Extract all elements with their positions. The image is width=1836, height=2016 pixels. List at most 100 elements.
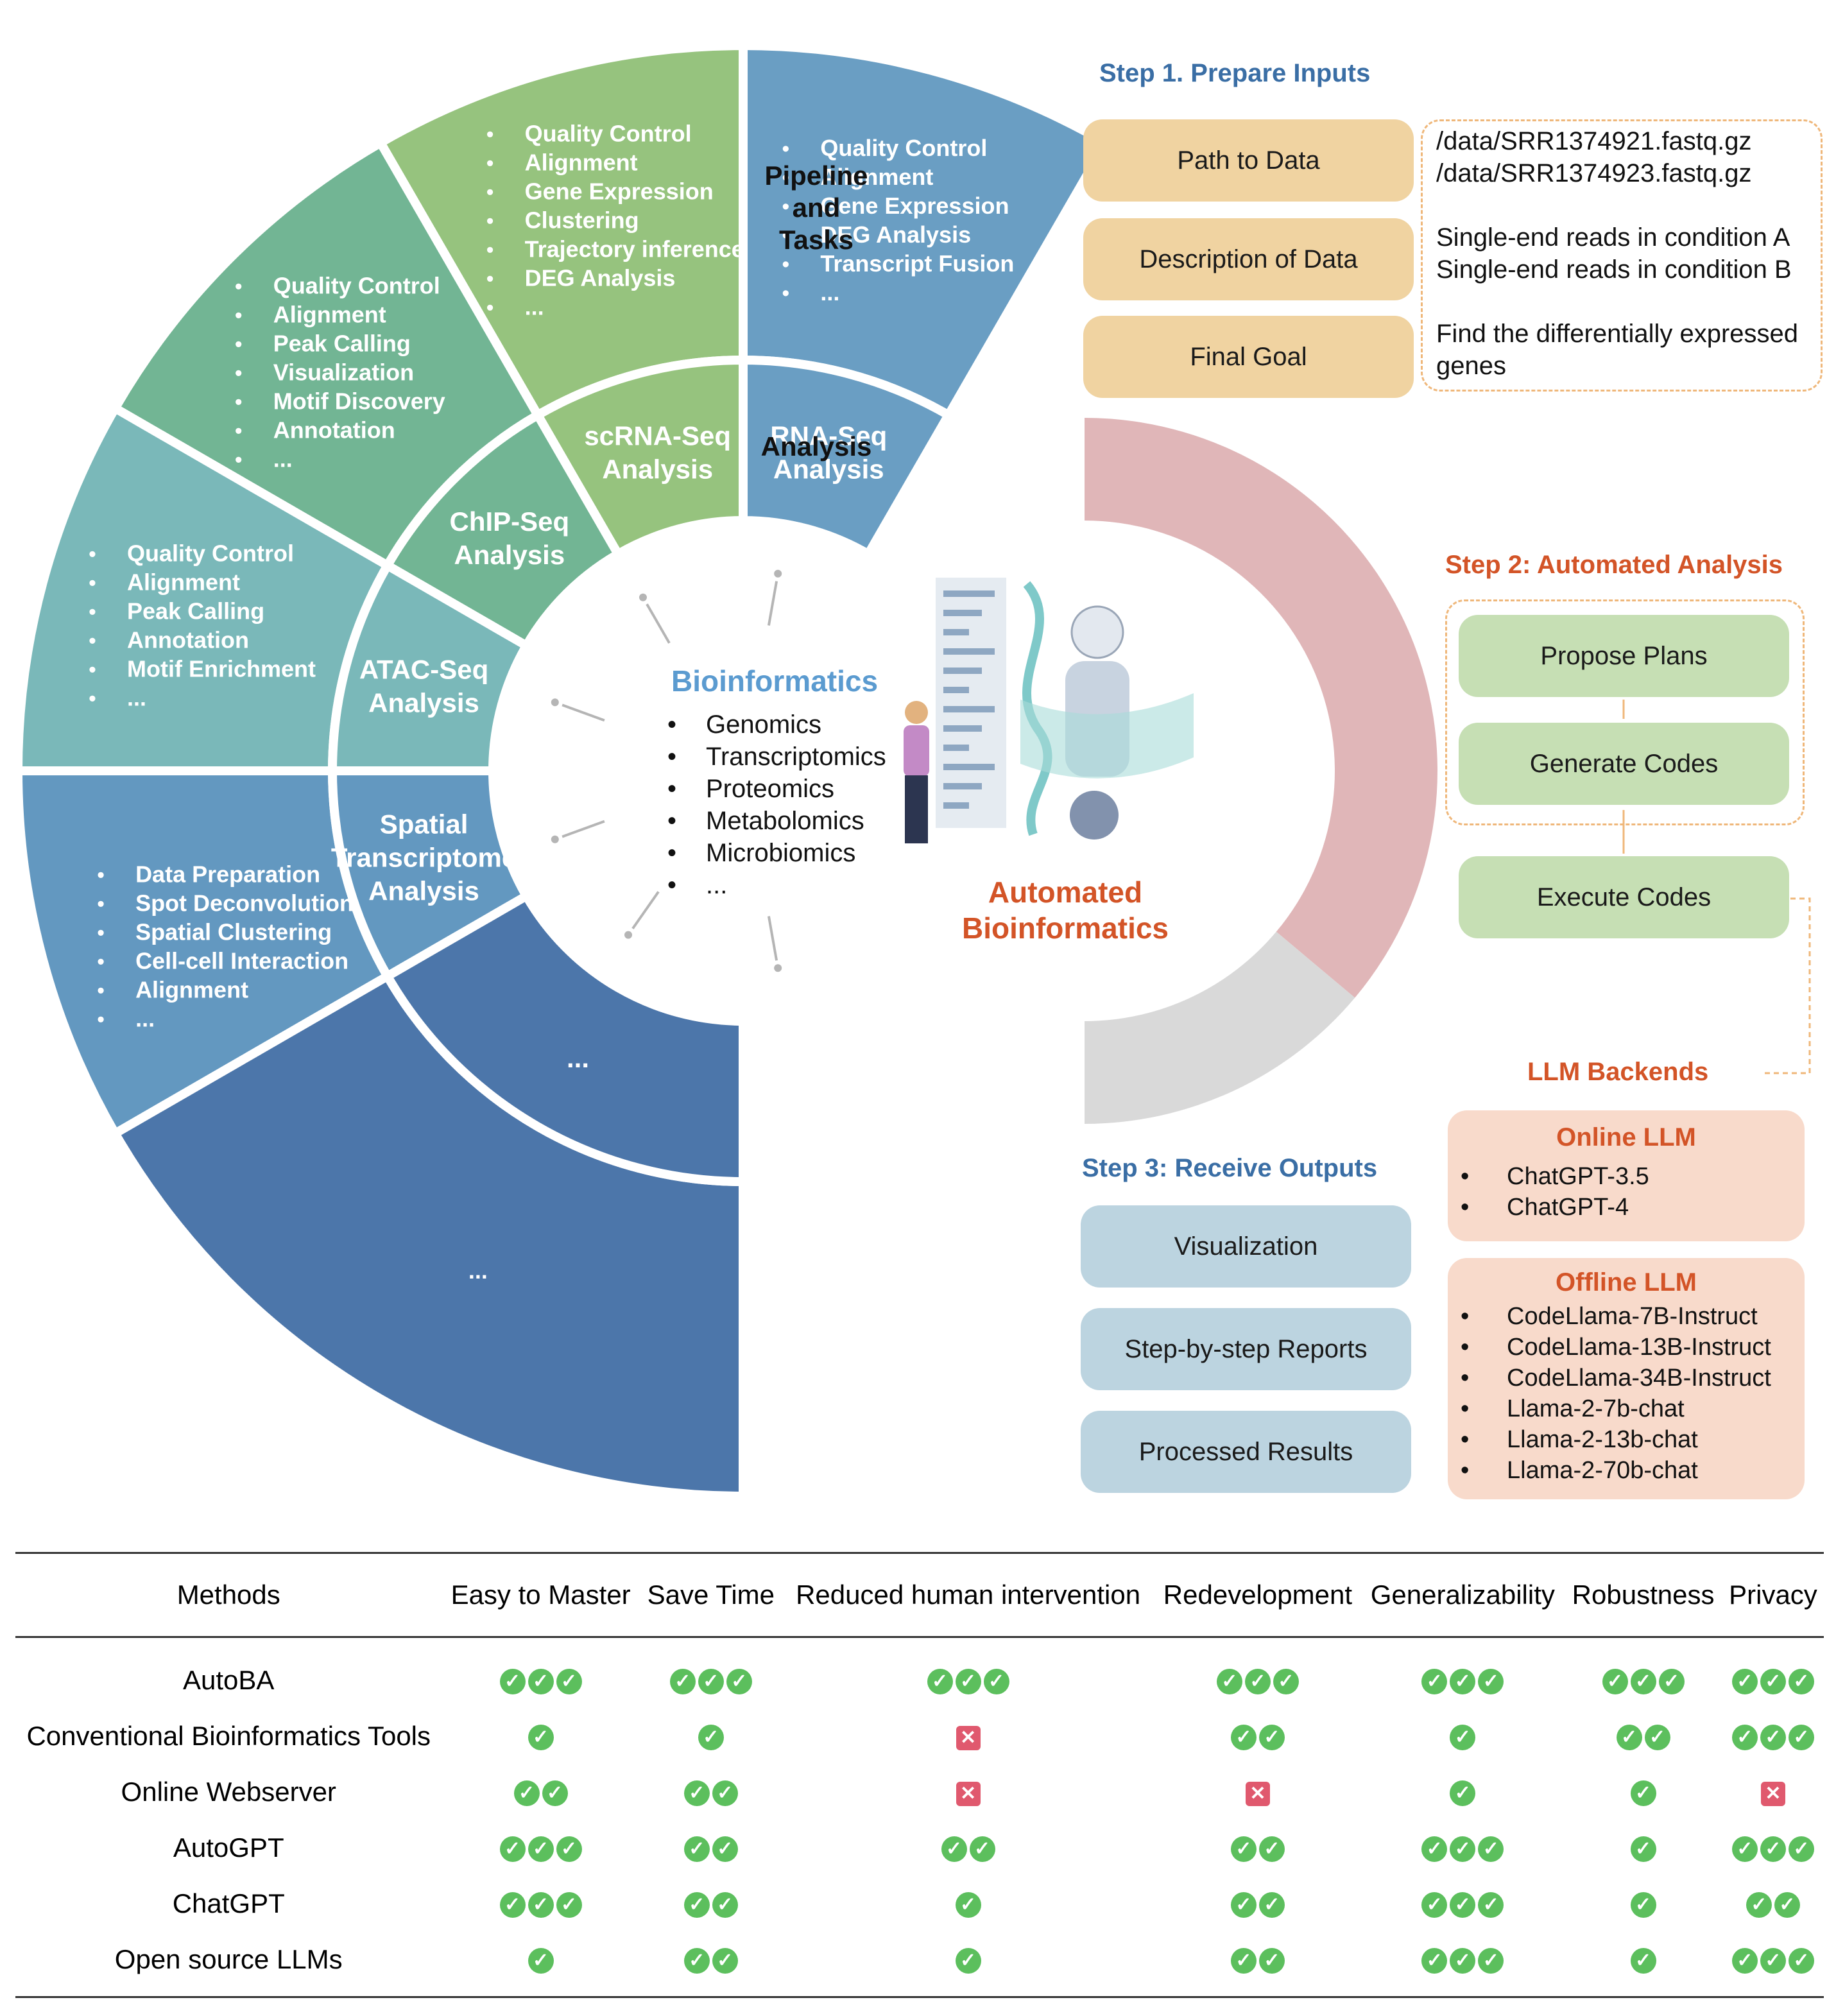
check-icon: ✓ [1788, 1948, 1814, 1974]
check-icon: ✓ [1450, 1892, 1476, 1918]
check-icon: ✓ [955, 1948, 981, 1974]
score-cell: ✓ ✓ ✓ [1722, 1931, 1824, 1998]
person-body-icon [904, 725, 929, 777]
task-label: Trajectory inference [525, 236, 744, 262]
analysis-label: Transcriptome [331, 842, 517, 872]
task-label: ... [468, 1257, 488, 1284]
score-cell: ✓ ✓ ✓ [1722, 1820, 1824, 1875]
analysis-label: Analysis [368, 875, 479, 906]
check-icon: ✓ [528, 1725, 554, 1750]
check-icon: ✓ [1216, 1669, 1242, 1694]
comparison-table: Methods Easy to Master Save Time Reduced hu… [15, 1552, 1824, 1998]
check-icon: ✓ [1788, 1725, 1814, 1750]
method-name: Conventional Bioinformatics Tools [26, 1720, 431, 1751]
step1-details-frame [1421, 119, 1823, 392]
data-bar-icon [943, 629, 969, 635]
score-cell: ✓ [1564, 1820, 1722, 1875]
table-header-cell: Robustness [1564, 1552, 1722, 1638]
task-label: Spot Deconvolution [135, 890, 354, 916]
task-bullet: • [97, 949, 105, 974]
data-bar-icon [943, 668, 982, 674]
score-cell: ✓ [442, 1931, 640, 1998]
task-label: Data Preparation [135, 861, 320, 887]
check-icon: ✓ [1788, 1836, 1814, 1862]
score-cell: ✓ ✓ [640, 1875, 782, 1931]
omics-arrow-head [624, 931, 633, 939]
method-name: ChatGPT [172, 1888, 285, 1918]
score-cell: ✓ [1361, 1708, 1564, 1764]
person-head-icon [905, 701, 928, 724]
task-label: Peak Calling [127, 598, 264, 625]
task-bullet: • [235, 332, 243, 357]
check-icon: ✓ [1630, 1836, 1656, 1862]
omics-arrow-head [774, 964, 782, 972]
task-label: ... [525, 293, 544, 320]
processed-results-box: Processed Results [1081, 1411, 1411, 1493]
check-icon: ✓ [955, 1892, 981, 1918]
robot-wheel-icon [1070, 791, 1119, 840]
pipeline-tasks-label: Pipeline [764, 160, 868, 191]
analysis-sector [327, 766, 533, 983]
score-cell: ✓ [1564, 1931, 1722, 1998]
execute-codes-box: Execute Codes [1459, 856, 1789, 938]
task-bullet: • [235, 275, 243, 299]
data-bar-icon [943, 706, 995, 712]
check-icon: ✓ [969, 1836, 995, 1862]
automated-title-line: Automated [988, 875, 1143, 909]
hologram-screen-icon [1020, 693, 1194, 779]
task-bullet: • [782, 281, 789, 306]
data-bar-icon [943, 802, 969, 809]
analysis-label: Analysis [602, 454, 713, 485]
data-bar-icon [943, 764, 995, 770]
visualization-box: Visualization [1081, 1205, 1411, 1288]
data-bar-icon [943, 725, 982, 732]
input-path-to-data: Path to Data [1083, 119, 1414, 202]
table-header-cell: Methods [15, 1552, 442, 1638]
table-row: Open source LLMs ✓ ✓ ✓ ✓ ✓ ✓ ✓ ✓ ✓ ✓ ✓ ✓ ✓ [15, 1931, 1824, 1998]
offline-llm-list: CodeLlama-7B-Instruct CodeLlama-13B-Inst… [1448, 1301, 1805, 1486]
task-bullet: • [235, 390, 243, 415]
check-icon: ✓ [683, 1780, 710, 1806]
cross-icon: ✕ [956, 1781, 981, 1806]
omics-arrow [631, 891, 660, 929]
omics-arrow-head [551, 698, 559, 707]
check-icon: ✓ [1760, 1669, 1786, 1694]
task-bullet: • [235, 361, 243, 386]
task-bullet: • [486, 180, 494, 204]
detail-line: /data/SRR1374921.fastq.gz [1436, 127, 1752, 155]
task-bullet: • [486, 122, 494, 146]
score-cell: ✕ [782, 1708, 1154, 1764]
score-cell: ✓ ✓ ✓ [1564, 1637, 1722, 1709]
method-name: Open source LLMs [15, 1931, 442, 1998]
score-cell: ✓ ✓ ✓ [1361, 1637, 1564, 1709]
table-header-cell: Privacy [1722, 1552, 1824, 1638]
score-cell: ✓ ✓ ✓ [442, 1875, 639, 1931]
method-name: AutoGPT [173, 1832, 284, 1863]
omics-arrow [767, 916, 778, 961]
score-cell: ✓ ✓ [442, 1764, 639, 1820]
detail-data-paths: /data/SRR1374921.fastq.gz /data/SRR13749… [1436, 125, 1751, 189]
check-icon: ✓ [1230, 1836, 1257, 1862]
score-cell: ✕ [1154, 1764, 1361, 1820]
check-icon: ✓ [1478, 1892, 1504, 1918]
pipeline-tasks-label: and [793, 193, 841, 223]
check-icon: ✓ [983, 1669, 1009, 1694]
check-icon: ✓ [1450, 1836, 1476, 1862]
analysis-label: Analysis [368, 688, 479, 718]
analysis-sector [531, 355, 748, 560]
check-icon: ✓ [1450, 1725, 1476, 1750]
score-cell: ✓ ✓ ✓ [1361, 1931, 1565, 1998]
task-bullet: • [782, 223, 789, 248]
automated-title-line: Bioinformatics [961, 911, 1169, 945]
omics-item: Genomics [661, 709, 886, 741]
score-cell: ✓ ✓ [1722, 1875, 1824, 1931]
task-label: ... [127, 685, 146, 711]
check-icon: ✓ [528, 1669, 554, 1694]
llm-item: ChatGPT-3.5 [1448, 1161, 1805, 1192]
step3-title: Step 3: Receive Outputs [1082, 1154, 1378, 1182]
reports-box: Step-by-step Reports [1081, 1308, 1411, 1390]
task-label: Alignment [273, 302, 386, 328]
detail-final-goal: Find the differentially expressed genes [1436, 318, 1798, 382]
analysis-label: Analysis [454, 540, 565, 570]
